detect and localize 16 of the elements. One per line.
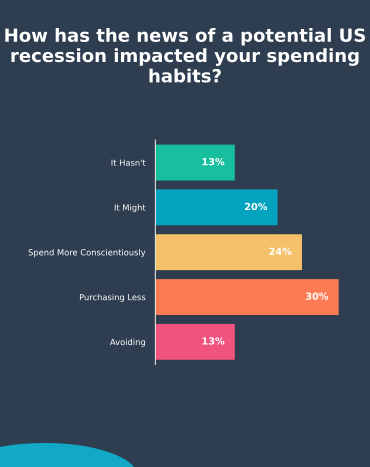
data-label: 30% (306, 292, 328, 300)
y-tick-label: It Hasn't (112, 160, 146, 166)
y-tick-label: Spend More Conscientiously (28, 249, 146, 258)
data-label: 24% (269, 248, 292, 255)
data-label: 13% (202, 158, 224, 166)
y-tick-label: It Might (114, 204, 146, 212)
data-label: 13% (202, 337, 224, 345)
bar (155, 279, 339, 315)
bar (155, 324, 235, 360)
bar (155, 234, 302, 270)
y-tick-label: Purchasing Less (80, 294, 146, 302)
data-label: 20% (244, 202, 268, 210)
y-tick-label: Avoiding (110, 338, 145, 347)
chart-title: How has the news of a potential US recession impacted your spending habits? (5, 28, 365, 83)
bar (155, 189, 278, 226)
bar (155, 144, 235, 180)
